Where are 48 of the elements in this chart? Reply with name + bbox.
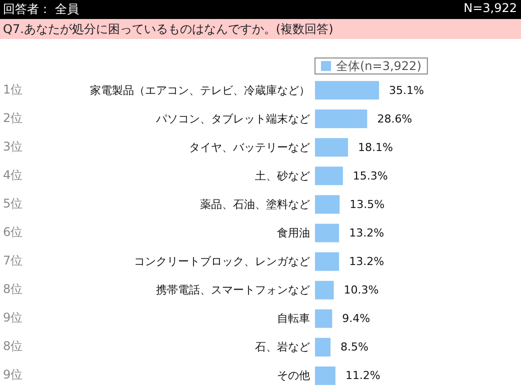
y-tick-label: 土、砂など — [255, 169, 310, 182]
text: Q7.あなたが処分に困っているものはなんですか。(複数回答) — [3, 21, 334, 38]
bar — [315, 166, 343, 186]
data-label: 15.3% — [352, 169, 388, 182]
text: 1位 — [3, 82, 23, 96]
y-tick-label: 石、岩など — [255, 340, 310, 354]
y-tick-label: コンクリートブロック、レンガなど — [134, 255, 310, 268]
text: 8位 — [3, 282, 23, 296]
bar — [315, 338, 331, 356]
data-label: 35.1% — [389, 84, 424, 97]
bar — [315, 366, 336, 386]
text: 9位 — [3, 368, 23, 382]
y-tick-label: 食用油 — [277, 226, 310, 240]
y-tick-label: 薬品、石油、塗料など — [200, 198, 310, 211]
y-tick-label: その他 — [277, 369, 310, 382]
text: 回答者： 全員 — [3, 1, 79, 18]
bar — [315, 280, 334, 300]
text: N=3,922 — [464, 1, 517, 15]
text: 7位 — [3, 254, 23, 268]
legend-label: 全体(n=3,922) — [336, 59, 422, 73]
y-tick-label: パソコン、タブレット端末など — [155, 112, 310, 126]
y-tick-label: タイヤ、バッテリーなど — [189, 140, 310, 154]
y-tick-label: 家電製品（エアコン、テレビ、冷蔵庫など） — [90, 84, 310, 97]
bar — [315, 110, 368, 128]
bar — [315, 195, 340, 214]
data-label: 18.1% — [358, 140, 393, 154]
data-label: 13.2% — [349, 226, 384, 240]
data-label: 13.5% — [350, 198, 385, 211]
bar — [315, 252, 340, 271]
y-tick-label: 携帯電話、スマートフォンなど — [156, 284, 310, 297]
text: 3位 — [3, 139, 23, 154]
text: 2位 — [3, 110, 23, 125]
text: 9位 — [3, 310, 23, 325]
text: 4位 — [3, 168, 23, 182]
text: 8位 — [3, 339, 23, 354]
bar — [315, 224, 340, 242]
data-label: 28.6% — [377, 112, 412, 126]
text: 6位 — [3, 225, 23, 239]
data-label: 13.2% — [349, 255, 384, 268]
data-label: 9.4% — [342, 312, 370, 326]
bar — [315, 138, 348, 157]
bar — [315, 309, 332, 328]
bar — [315, 80, 380, 100]
data-label: 10.3% — [344, 284, 379, 297]
y-tick-label: 自転車 — [277, 312, 310, 326]
data-label: 11.2% — [345, 369, 380, 382]
text: 5位 — [3, 196, 23, 210]
data-label: 8.5% — [340, 340, 368, 354]
